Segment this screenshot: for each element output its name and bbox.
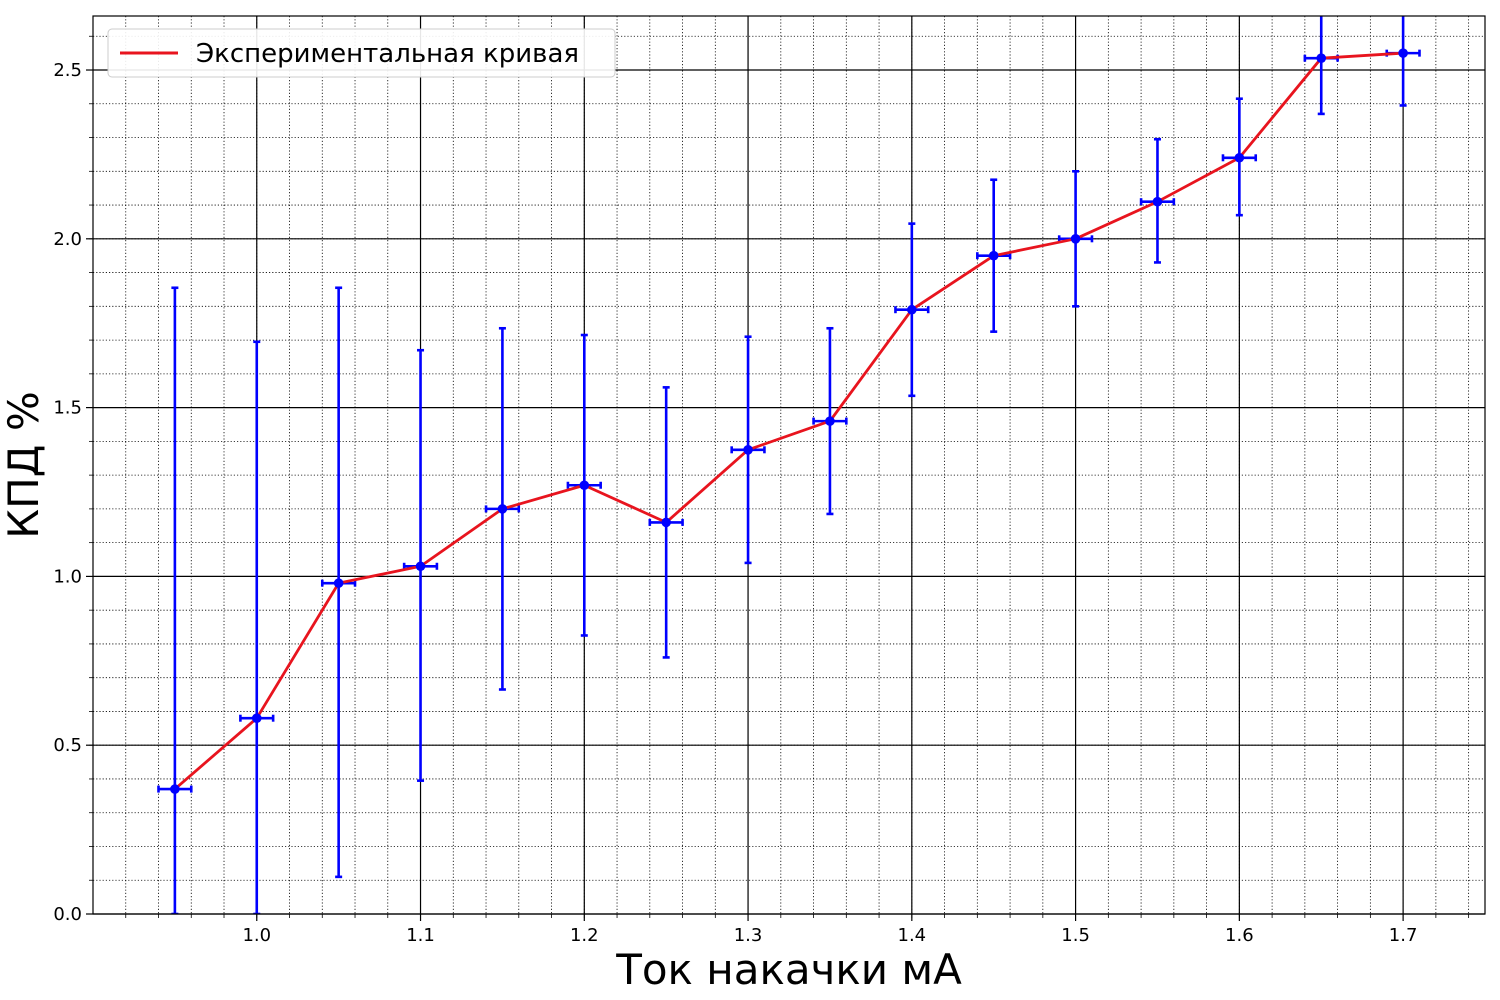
tick-labels: 1.0 1.1 1.2 1.3 1.4 1.5 1.6 1.7 0.0 0.5 1.0 1.5 2.0 2… [53,60,1417,946]
data-point [1070,234,1081,244]
data-point [743,445,753,455]
y-tick-label: 0.0 [53,904,82,925]
x-tick-label: 1.6 [1225,925,1254,946]
y-tick-label: 2.0 [53,229,82,250]
data-point [333,578,344,588]
x-tick-label: 1.5 [1061,925,1090,946]
data-point [415,561,426,572]
data-point [1234,152,1245,163]
data-point [661,517,671,528]
x-tick-label: 1.0 [242,925,271,946]
data-point [1398,48,1408,58]
legend-box [107,28,616,78]
x-tick-label: 1.4 [898,925,927,946]
series-layer [157,16,1421,914]
data-point [497,504,508,514]
x-axis-title: Ток накачки мА [615,945,962,994]
y-axis-title: КПД % [0,391,48,538]
data-point [1152,196,1163,207]
legend-label: Экспериментальная кривая [196,39,579,69]
series-line [173,51,1404,791]
y-tick-label: 2.5 [53,60,82,81]
data-point [251,713,262,723]
ticks [86,35,1470,921]
y-tick-label: 1.0 [53,566,82,587]
data-point [825,416,835,426]
y-tick-label: 0.5 [53,735,82,756]
plot-frame [92,15,1486,915]
plot-background [93,16,1485,914]
data-point [170,784,180,794]
x-tick-label: 1.1 [406,925,435,946]
x-tick-label: 1.7 [1389,925,1418,946]
data-point [988,250,999,261]
y-tick-label: 1.5 [53,398,82,419]
data-point [1316,53,1327,63]
legend: Экспериментальная кривая [107,28,616,78]
data-point [907,304,917,315]
data-point [579,480,590,491]
x-tick-label: 1.2 [570,925,599,946]
x-tick-label: 1.3 [734,925,763,946]
